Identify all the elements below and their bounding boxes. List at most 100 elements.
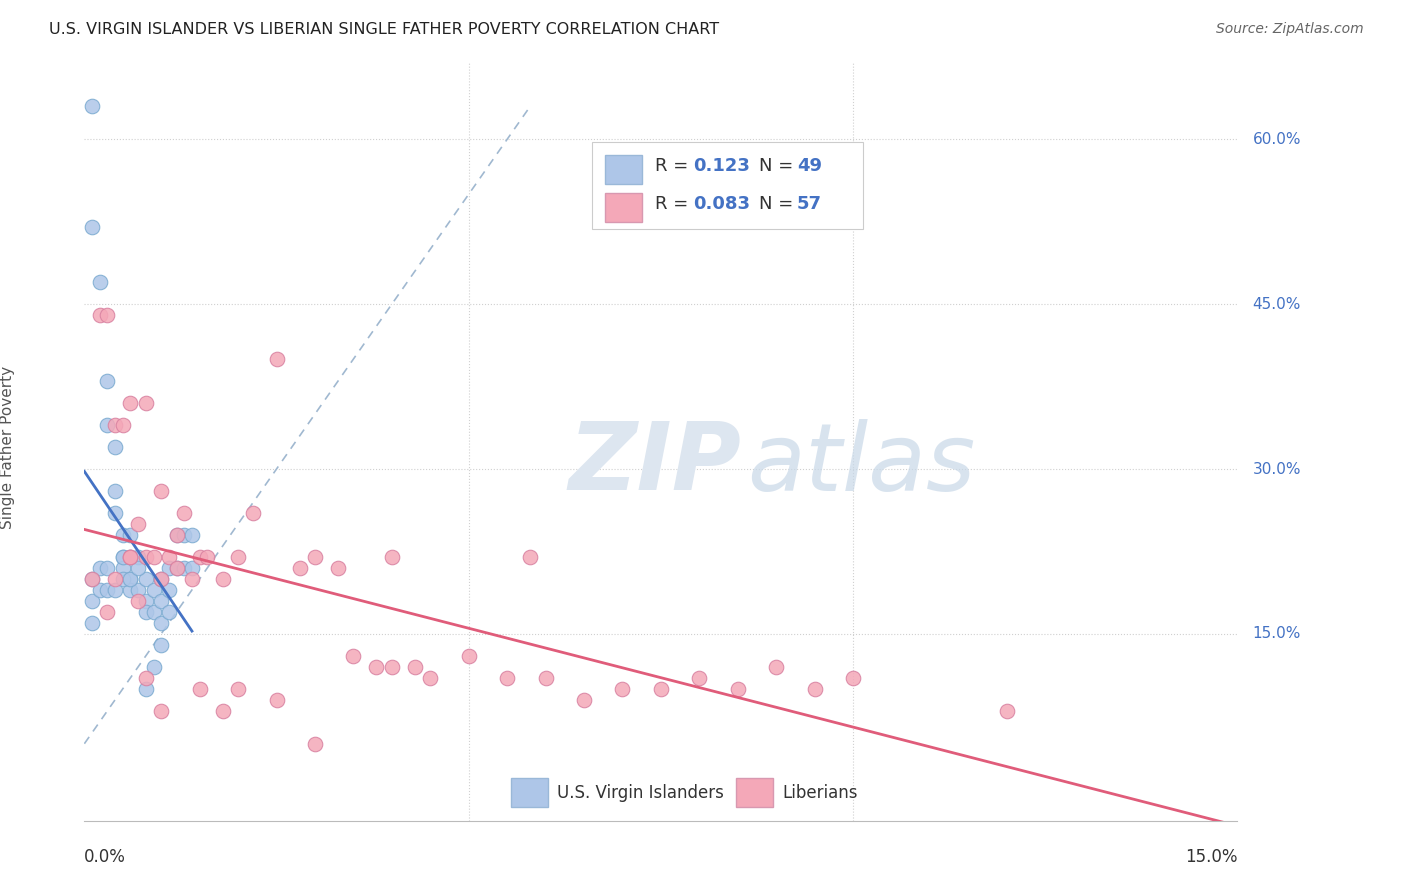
Point — [181, 572, 204, 586]
Point — [127, 582, 149, 597]
Point — [150, 572, 173, 586]
Text: Source: ZipAtlas.com: Source: ZipAtlas.com — [1216, 22, 1364, 37]
Point — [142, 549, 165, 564]
Point — [104, 572, 127, 586]
Text: 30.0%: 30.0% — [1253, 461, 1301, 476]
Point — [120, 572, 142, 586]
Text: 15.0%: 15.0% — [1253, 626, 1301, 641]
Point — [457, 648, 479, 663]
Point — [166, 528, 188, 542]
Point — [120, 549, 142, 564]
Point — [157, 582, 180, 597]
Point — [173, 561, 195, 575]
Point — [120, 396, 142, 410]
Point — [80, 220, 103, 235]
Point — [166, 561, 188, 575]
Text: 15.0%: 15.0% — [1185, 848, 1237, 866]
Point — [688, 671, 710, 685]
Point — [96, 605, 118, 619]
Point — [89, 308, 111, 322]
Text: 57: 57 — [797, 195, 823, 213]
Point — [150, 572, 173, 586]
Point — [135, 681, 157, 696]
Point — [111, 549, 134, 564]
Point — [226, 549, 249, 564]
Point — [211, 572, 233, 586]
Text: N =: N = — [759, 157, 799, 176]
Point — [765, 660, 787, 674]
FancyBboxPatch shape — [735, 778, 773, 807]
Point — [266, 352, 288, 367]
Text: U.S. VIRGIN ISLANDER VS LIBERIAN SINGLE FATHER POVERTY CORRELATION CHART: U.S. VIRGIN ISLANDER VS LIBERIAN SINGLE … — [49, 22, 720, 37]
Point — [342, 648, 364, 663]
FancyBboxPatch shape — [592, 142, 863, 229]
Point — [142, 582, 165, 597]
Point — [111, 418, 134, 433]
Point — [404, 660, 426, 674]
Text: 45.0%: 45.0% — [1253, 297, 1301, 311]
Text: 0.123: 0.123 — [693, 157, 749, 176]
Point — [995, 704, 1018, 718]
Point — [150, 594, 173, 608]
Point — [727, 681, 749, 696]
Point — [135, 396, 157, 410]
Point — [612, 681, 634, 696]
Point — [120, 549, 142, 564]
Text: Liberians: Liberians — [782, 783, 858, 802]
Point — [157, 549, 180, 564]
Point — [150, 483, 173, 498]
Point — [96, 308, 118, 322]
Point — [188, 549, 211, 564]
Text: R =: R = — [655, 157, 695, 176]
Point — [304, 737, 326, 751]
FancyBboxPatch shape — [510, 778, 548, 807]
Point — [80, 615, 103, 630]
Point — [127, 561, 149, 575]
Point — [111, 572, 134, 586]
Point — [173, 528, 195, 542]
Point — [157, 605, 180, 619]
Point — [135, 572, 157, 586]
Point — [127, 516, 149, 531]
Point — [120, 549, 142, 564]
Point — [96, 582, 118, 597]
Point — [496, 671, 519, 685]
Point — [166, 561, 188, 575]
Point — [96, 418, 118, 433]
Point — [104, 582, 127, 597]
Point — [135, 594, 157, 608]
Point — [150, 638, 173, 652]
Point — [226, 681, 249, 696]
Text: 49: 49 — [797, 157, 823, 176]
Point — [135, 671, 157, 685]
Point — [120, 572, 142, 586]
Point — [135, 605, 157, 619]
Text: atlas: atlas — [748, 418, 976, 510]
Point — [89, 275, 111, 289]
Text: N =: N = — [759, 195, 799, 213]
Text: 60.0%: 60.0% — [1253, 132, 1301, 147]
Point — [104, 440, 127, 454]
Point — [650, 681, 672, 696]
Point — [211, 704, 233, 718]
Point — [288, 561, 311, 575]
Point — [104, 483, 127, 498]
Point — [519, 549, 541, 564]
Point — [111, 528, 134, 542]
Point — [150, 615, 173, 630]
Point — [366, 660, 388, 674]
Point — [572, 692, 595, 706]
Point — [381, 549, 404, 564]
Point — [120, 582, 142, 597]
Point — [80, 572, 103, 586]
Point — [188, 681, 211, 696]
Point — [127, 594, 149, 608]
Point — [142, 605, 165, 619]
Text: ZIP: ZIP — [568, 418, 741, 510]
Point — [80, 99, 103, 113]
Point — [157, 561, 180, 575]
Point — [150, 704, 173, 718]
Point — [304, 549, 326, 564]
Point — [120, 528, 142, 542]
Point — [534, 671, 557, 685]
